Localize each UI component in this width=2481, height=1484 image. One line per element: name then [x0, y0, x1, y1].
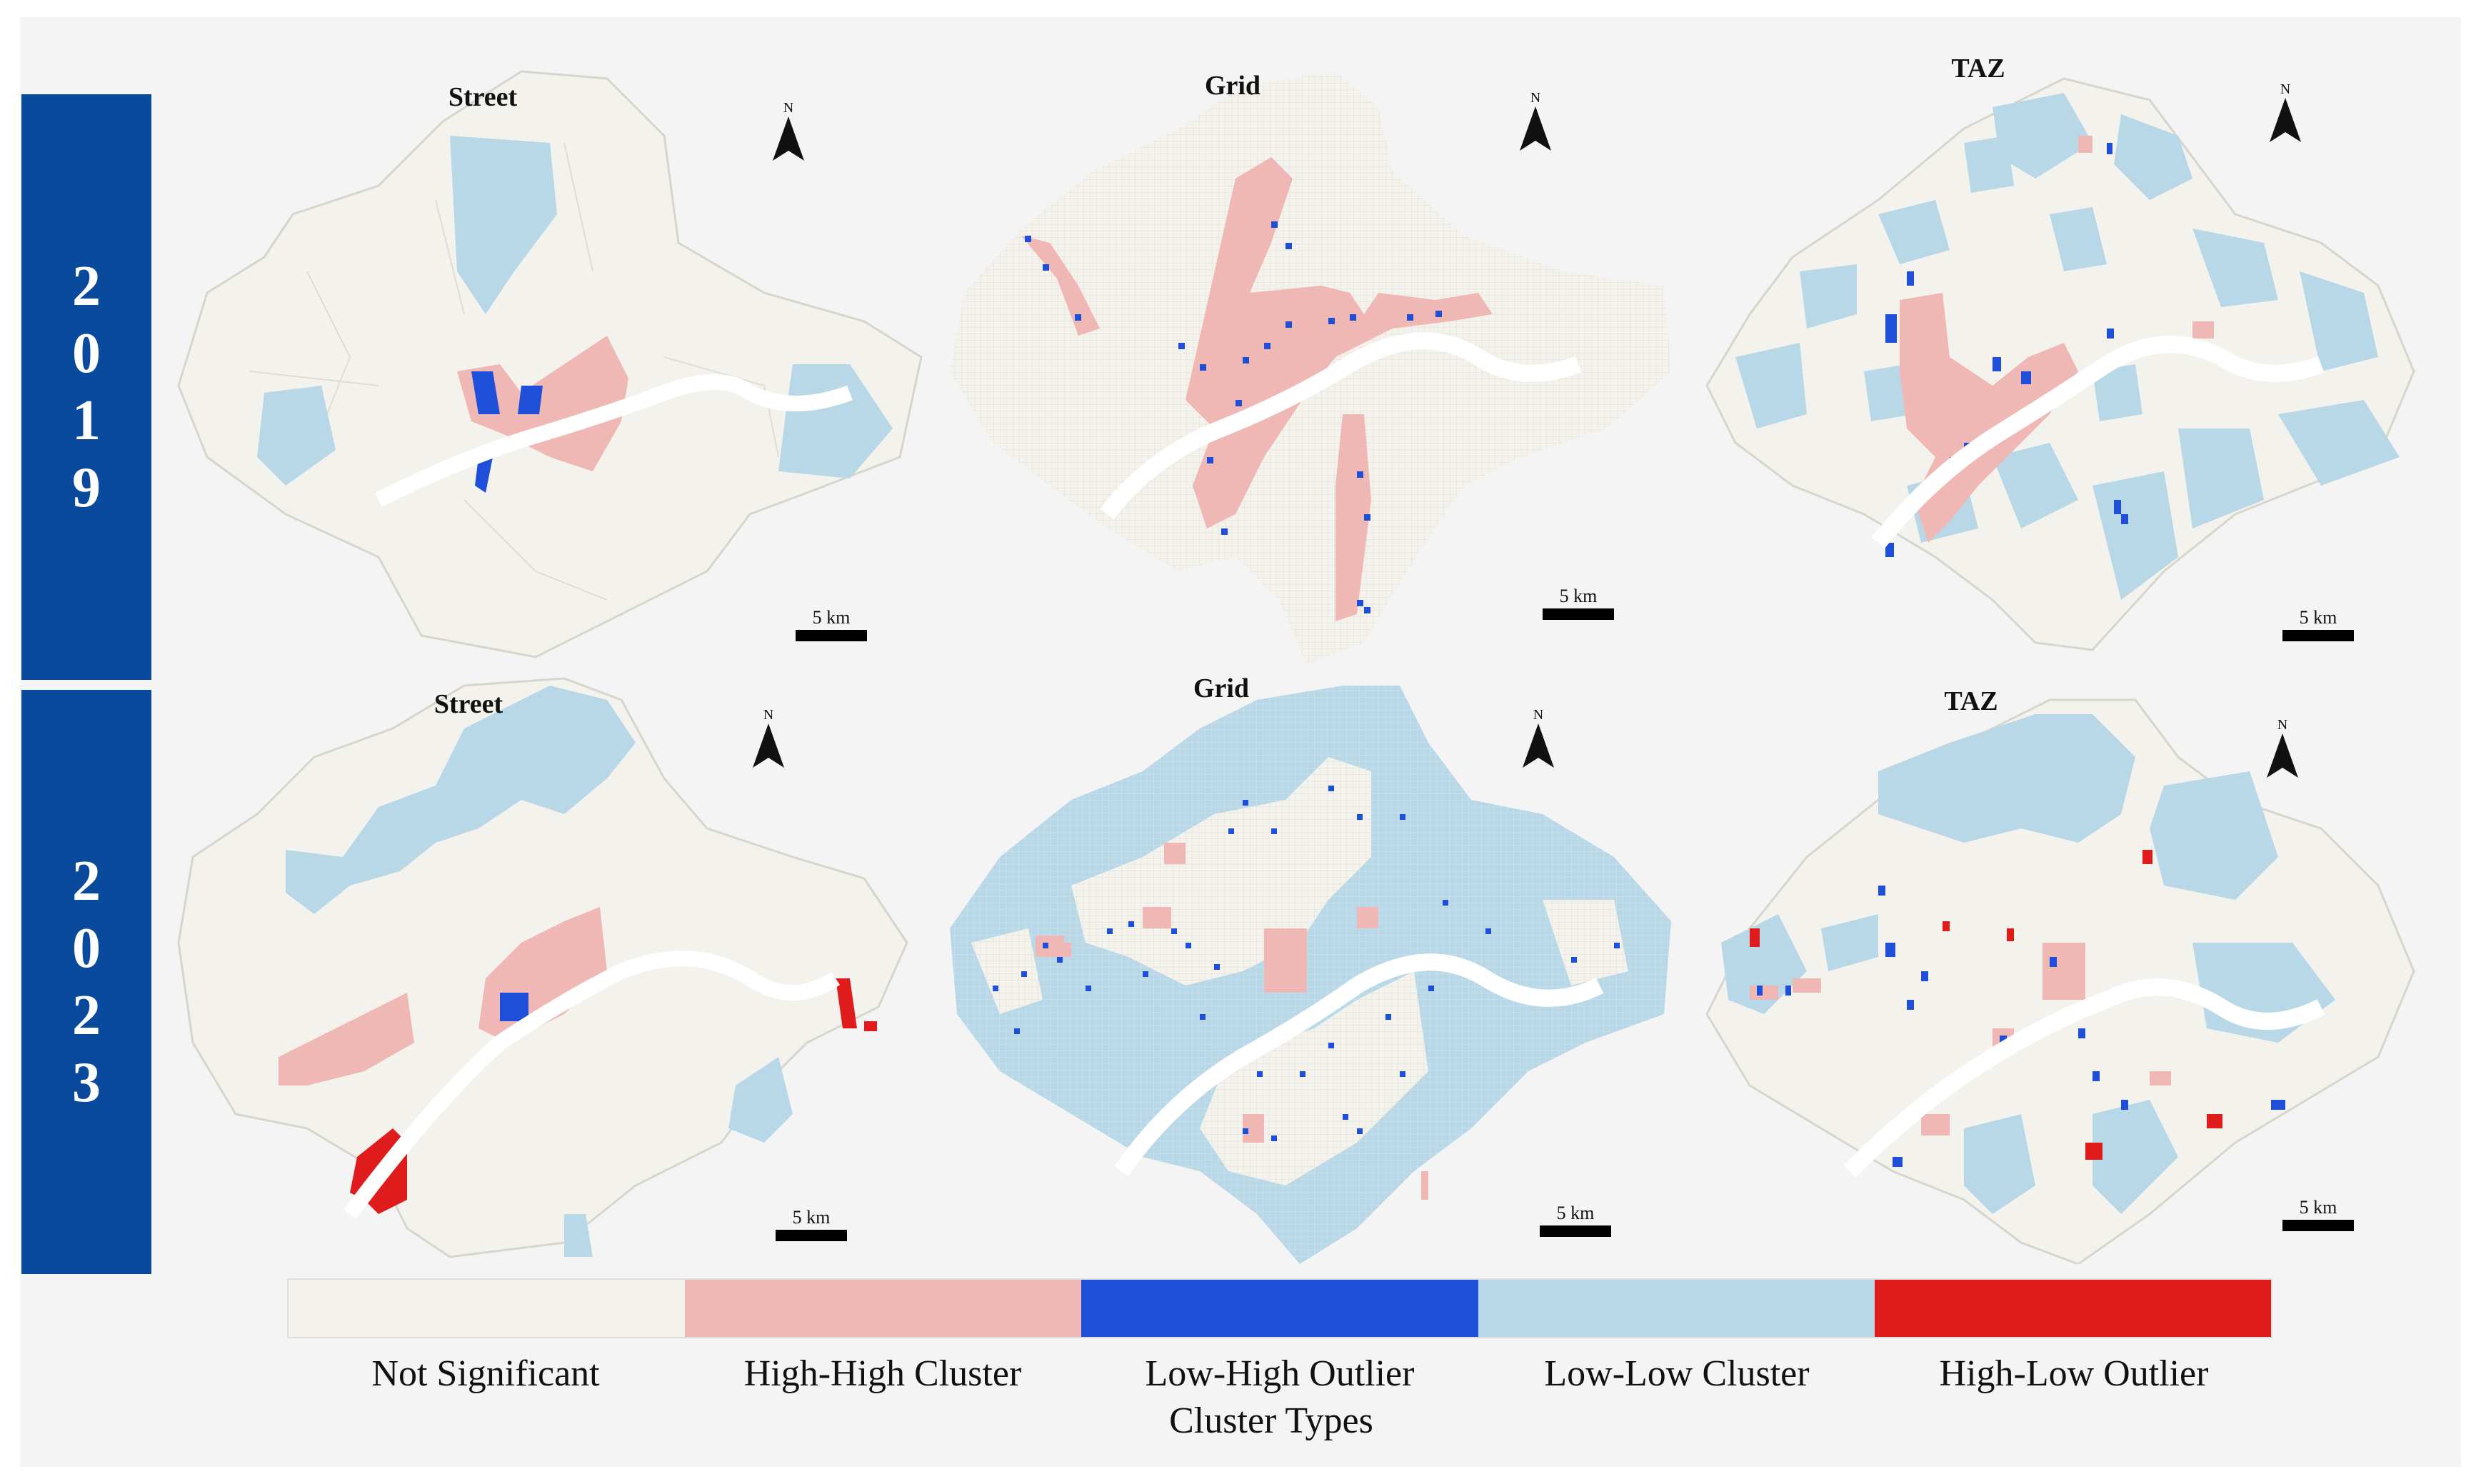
- panel-title-2023-street: Street: [433, 689, 503, 719]
- scale-bar-2023-taz: 5 km: [2275, 1197, 2361, 1231]
- legend-swatches: [287, 1278, 2272, 1338]
- scale-bar-line: [776, 1230, 847, 1241]
- north-arrow-icon: [1523, 723, 1554, 768]
- year-text: 2019: [72, 255, 101, 519]
- north-label: N: [1533, 707, 1544, 723]
- scale-label: 5 km: [1559, 586, 1598, 606]
- map-2019-street: [164, 57, 936, 671]
- legend-label-high-high: High-High Cluster: [743, 1353, 1022, 1394]
- north-arrow-icon: [753, 723, 784, 768]
- year-label-2019: 2019: [21, 94, 151, 680]
- north-arrow-2023-street: N: [747, 707, 790, 771]
- map-2019-taz: [1693, 57, 2428, 671]
- legend-swatch-low-high: [1081, 1280, 1478, 1337]
- north-arrow-2023-taz: N: [2261, 717, 2304, 781]
- scale-bar-line: [2282, 1220, 2354, 1231]
- scale-bar-2019-taz: 5 km: [2275, 607, 2361, 641]
- scale-bar-line: [1540, 1225, 1611, 1237]
- year-label-2023: 2023: [21, 690, 151, 1274]
- scale-bar-line: [796, 630, 867, 641]
- scale-label: 5 km: [1556, 1203, 1595, 1223]
- map-2023-street: [164, 671, 936, 1264]
- scale-bar-line: [2282, 630, 2354, 641]
- panel-title-2023-taz: TAZ: [1944, 686, 1998, 716]
- legend-swatch-high-low: [1874, 1280, 2272, 1337]
- panel-title-2019-street: Street: [448, 82, 518, 112]
- scale-bar-2019-grid: 5 km: [1535, 586, 1621, 620]
- north-arrow-icon: [2267, 733, 2298, 778]
- scale-bar-2019-street: 5 km: [788, 607, 874, 641]
- north-label: N: [1530, 90, 1541, 106]
- legend-swatch-high-high: [685, 1280, 1082, 1337]
- north-arrow-icon: [773, 116, 804, 161]
- legend: Not Significant High-High Cluster Low-Hi…: [287, 1278, 2272, 1395]
- panel-title-2023-grid: Grid: [1193, 673, 1250, 703]
- north-arrow-2019-grid: N: [1514, 90, 1557, 154]
- map-2019-grid: [936, 57, 1693, 671]
- legend-label-low-high: Low-High Outlier: [1145, 1353, 1415, 1394]
- map-2023-grid: [928, 671, 1693, 1264]
- legend-swatch-low-low: [1478, 1280, 1875, 1337]
- north-label: N: [2277, 717, 2288, 733]
- north-label: N: [2280, 81, 2291, 97]
- legend-labels: Not Significant High-High Cluster Low-Hi…: [287, 1353, 2272, 1395]
- panel-title-2019-taz: TAZ: [1951, 54, 2005, 84]
- north-label: N: [783, 100, 794, 116]
- map-2023-taz: [1693, 671, 2428, 1264]
- scale-bar-2023-grid: 5 km: [1533, 1203, 1618, 1237]
- panel-title-2019-grid: Grid: [1204, 71, 1261, 101]
- north-arrow-icon: [1520, 106, 1551, 151]
- north-arrow-2019-taz: N: [2264, 81, 2307, 146]
- legend-label-not-significant: Not Significant: [371, 1353, 600, 1394]
- legend-swatch-not-significant: [289, 1280, 686, 1337]
- north-label: N: [763, 707, 774, 723]
- scale-label: 5 km: [2299, 607, 2337, 628]
- legend-label-low-low: Low-Low Cluster: [1544, 1353, 1810, 1394]
- scale-bar-line: [1543, 608, 1614, 620]
- scale-label: 5 km: [792, 1207, 831, 1228]
- scale-bar-2023-street: 5 km: [768, 1207, 854, 1241]
- north-arrow-2019-street: N: [767, 100, 810, 164]
- north-arrow-icon: [2270, 98, 2301, 142]
- scale-label: 5 km: [812, 607, 851, 628]
- year-text: 2023: [72, 850, 101, 1114]
- legend-title: Cluster Types: [1169, 1400, 1373, 1441]
- scale-label: 5 km: [2299, 1197, 2337, 1218]
- legend-label-high-low: High-Low Outlier: [1939, 1353, 2209, 1394]
- north-arrow-2023-grid: N: [1517, 707, 1560, 771]
